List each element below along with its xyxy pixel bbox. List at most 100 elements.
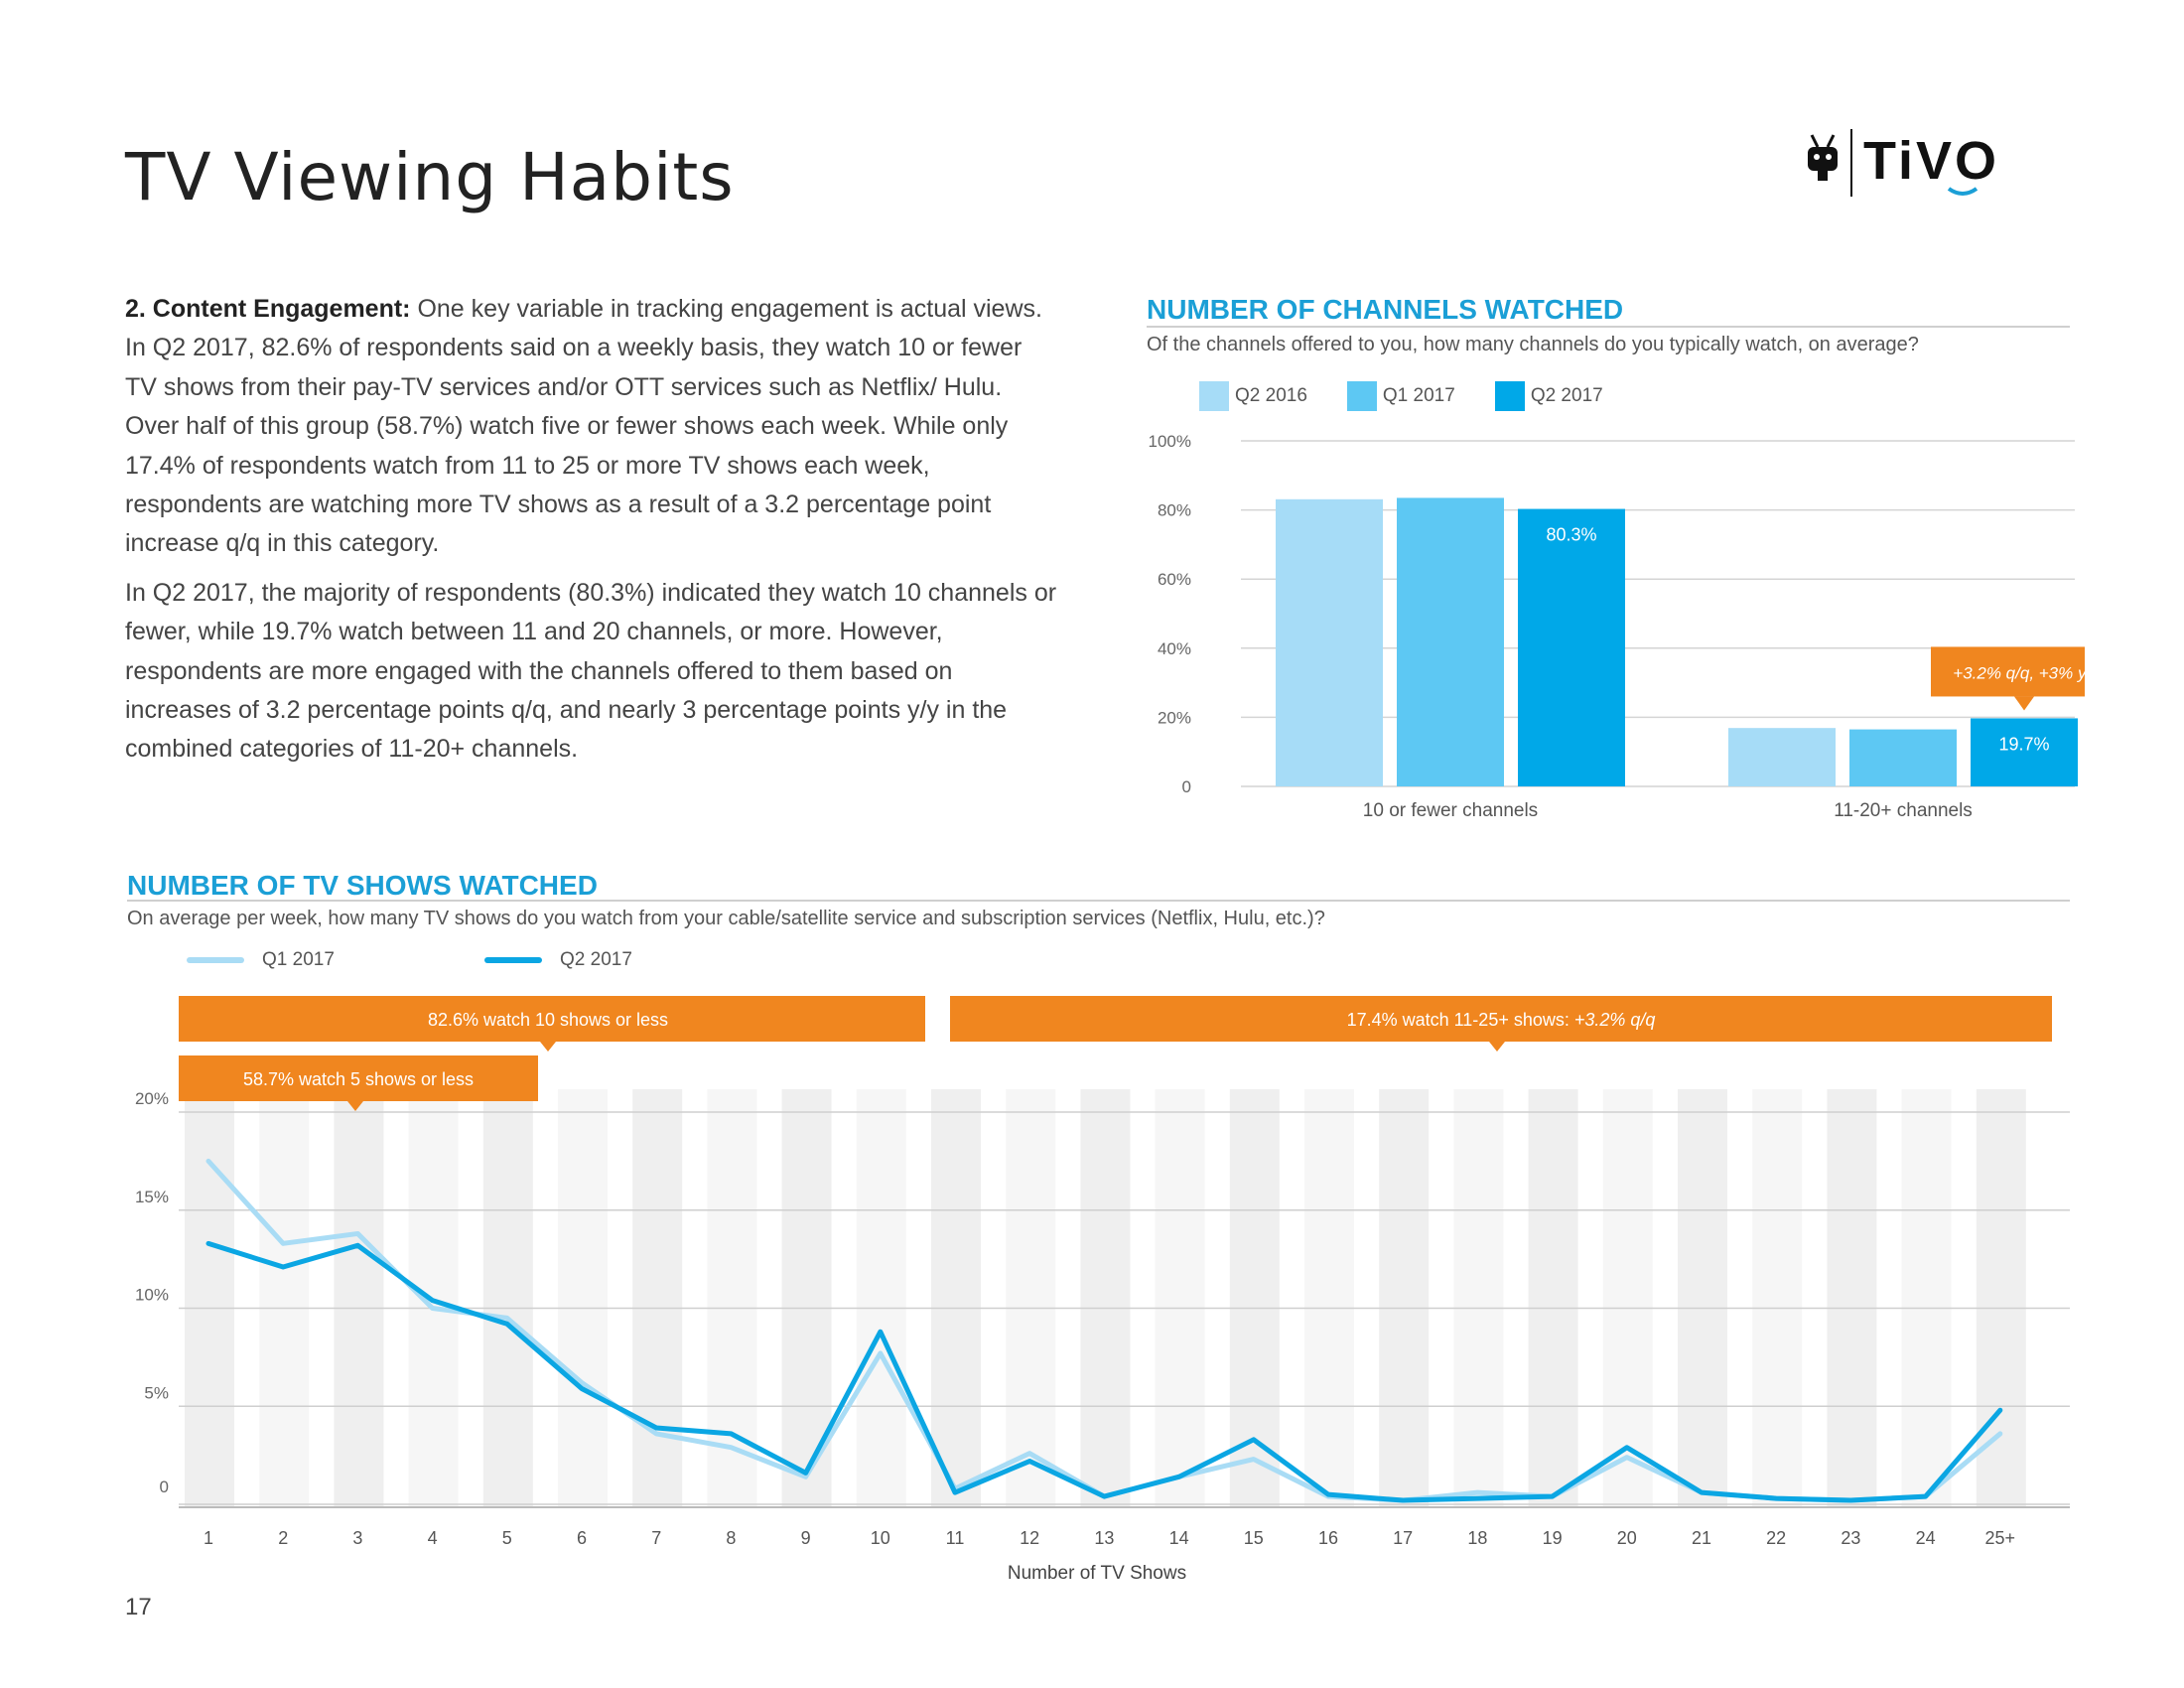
x-tick-label: 6 xyxy=(577,1528,587,1548)
column-shade xyxy=(931,1089,981,1506)
callout-box-5-or-less xyxy=(179,1055,538,1101)
column-shade xyxy=(1229,1089,1280,1506)
x-category-label: 10 or fewer channels xyxy=(1363,800,1538,821)
column-shade xyxy=(482,1089,533,1506)
legend-item-q2-2017: Q2 2017 xyxy=(1494,381,1603,411)
y-tick-label: 15% xyxy=(135,1188,169,1206)
y-tick-label: 20% xyxy=(135,1089,169,1108)
x-tick-label: 14 xyxy=(1169,1528,1189,1548)
callout-box-11-25-plus xyxy=(950,996,2052,1042)
body-text: 2. Content Engagement: One key variable … xyxy=(125,290,1058,779)
channels-title-rule xyxy=(1147,326,2070,328)
legend-item-q1-2017-line: Q1 2017 xyxy=(187,949,484,971)
tivo-logo: TiVO xyxy=(1808,129,1996,197)
bar-data-label: 80.3% xyxy=(1546,525,1596,545)
channels-chart-title: NUMBER OF CHANNELS WATCHED xyxy=(1147,294,1624,325)
column-shade xyxy=(1453,1089,1504,1506)
column-shade xyxy=(856,1089,906,1506)
legend-label: Q1 2017 xyxy=(1382,385,1455,406)
channels-bar-chart: 0 20% 40% 60% 80% 100% 10 or fewer channels 80.… xyxy=(1149,432,2085,821)
column-shade xyxy=(334,1089,384,1506)
y-tick-label: 80% xyxy=(1158,501,1191,520)
x-tick-label: 2 xyxy=(278,1528,288,1548)
callout-text-11-25-plus: 17.4% watch 11-25+ shows: +3.2% q/q xyxy=(1347,1010,1656,1030)
column-shade xyxy=(1976,1089,2026,1506)
x-tick-label: 5 xyxy=(502,1528,512,1548)
shows-legend: Q1 2017 Q2 2017 xyxy=(187,949,632,971)
x-tick-label: 15 xyxy=(1244,1528,1264,1548)
bar-q2-2017 xyxy=(1971,718,2078,786)
callout-pointer xyxy=(540,1042,556,1052)
channels-chart-subtitle: Of the channels offered to you, how many… xyxy=(1147,334,1919,355)
x-tick-label: 19 xyxy=(1543,1528,1563,1548)
x-tick-label: 24 xyxy=(1916,1528,1936,1548)
callout-italic-text: +3.2% q/q xyxy=(1574,1010,1656,1030)
bar-data-label: 19.7% xyxy=(1998,734,2049,754)
x-tick-label: 4 xyxy=(428,1528,438,1548)
shows-title-rule xyxy=(127,900,2070,902)
x-tick-label: 11 xyxy=(946,1528,965,1548)
callout-pointer xyxy=(347,1101,363,1111)
page-title: TV Viewing Habits xyxy=(125,139,735,215)
y-tick-label: 100% xyxy=(1149,432,1191,451)
column-shade xyxy=(1080,1089,1131,1506)
y-tick-label: 10% xyxy=(135,1286,169,1305)
paragraph-channels: In Q2 2017, the majority of respondents … xyxy=(125,578,1057,764)
x-tick-label: 7 xyxy=(651,1528,661,1548)
y-tick-label: 5% xyxy=(144,1383,169,1402)
x-tick-label: 9 xyxy=(801,1528,811,1548)
legend-swatch xyxy=(1494,381,1525,411)
column-shade xyxy=(1528,1089,1578,1506)
callout-text-5-or-less: 58.7% watch 5 shows or less xyxy=(243,1069,474,1089)
y-tick-label: 0 xyxy=(160,1477,169,1496)
callout-pointer xyxy=(2014,696,2034,711)
bar-q1-2017 xyxy=(1849,729,1957,786)
x-category-label: 11-20+ channels xyxy=(1834,800,1973,821)
y-tick-label: 0 xyxy=(1182,777,1191,796)
legend-line-swatch xyxy=(484,957,542,963)
x-tick-label: 18 xyxy=(1467,1528,1487,1548)
bar-q2-2016 xyxy=(1276,498,1383,786)
bar-q2-2016 xyxy=(1728,728,1836,786)
column-shade xyxy=(1304,1089,1354,1506)
column-shade xyxy=(408,1089,459,1506)
paragraph-text: One key variable in tracking engagement … xyxy=(125,295,1042,558)
legend-line-swatch xyxy=(187,957,244,963)
x-tick-label: 17 xyxy=(1393,1528,1413,1548)
callout-box xyxy=(1931,646,2085,697)
legend-swatch xyxy=(1346,381,1377,411)
column-shade xyxy=(1379,1089,1430,1506)
x-tick-label: 10 xyxy=(871,1528,890,1548)
column-shade xyxy=(185,1089,234,1506)
y-tick-label: 40% xyxy=(1158,639,1191,658)
x-tick-label: 13 xyxy=(1094,1528,1114,1548)
x-axis-label: Number of TV Shows xyxy=(1008,1563,1186,1584)
shows-chart-title: NUMBER OF TV SHOWS WATCHED xyxy=(127,870,598,901)
callout-text: +3.2% q/q, +3% y/y xyxy=(1953,663,2085,682)
x-tick-label: 23 xyxy=(1841,1528,1860,1548)
column-shade xyxy=(1752,1089,1803,1506)
series-line-q2-2017 xyxy=(205,1240,2003,1503)
x-tick-label: 22 xyxy=(1766,1528,1786,1548)
callout-main-text: 17.4% watch 11-25+ shows: xyxy=(1347,1010,1574,1030)
callout-text-10-or-less: 82.6% watch 10 shows or less xyxy=(428,1010,668,1030)
legend-item-q2-2017-line: Q2 2017 xyxy=(484,949,632,971)
legend-item-q1-2017: Q1 2017 xyxy=(1346,381,1455,411)
x-tick-label: 8 xyxy=(726,1528,736,1548)
x-tick-label: 12 xyxy=(1020,1528,1039,1548)
column-shade xyxy=(1155,1089,1205,1506)
tivo-mascot-icon xyxy=(1808,134,1838,181)
x-tick-label: 25+ xyxy=(1985,1528,2016,1548)
column-shade xyxy=(259,1089,310,1506)
legend-label: Q2 2017 xyxy=(1530,385,1603,406)
x-tick-label: 21 xyxy=(1692,1528,1711,1548)
legend-label: Q2 2016 xyxy=(1235,385,1307,406)
legend-label: Q1 2017 xyxy=(262,949,335,970)
legend-swatch xyxy=(1199,381,1229,411)
legend-item-q2-2016: Q2 2016 xyxy=(1199,381,1307,411)
callout-box-10-or-less xyxy=(179,996,925,1042)
x-tick-label: 16 xyxy=(1318,1528,1338,1548)
channels-legend: Q2 2016 Q1 2017 Q2 2017 xyxy=(1199,381,1603,411)
y-tick-label: 60% xyxy=(1158,570,1191,589)
column-shade xyxy=(632,1089,683,1506)
